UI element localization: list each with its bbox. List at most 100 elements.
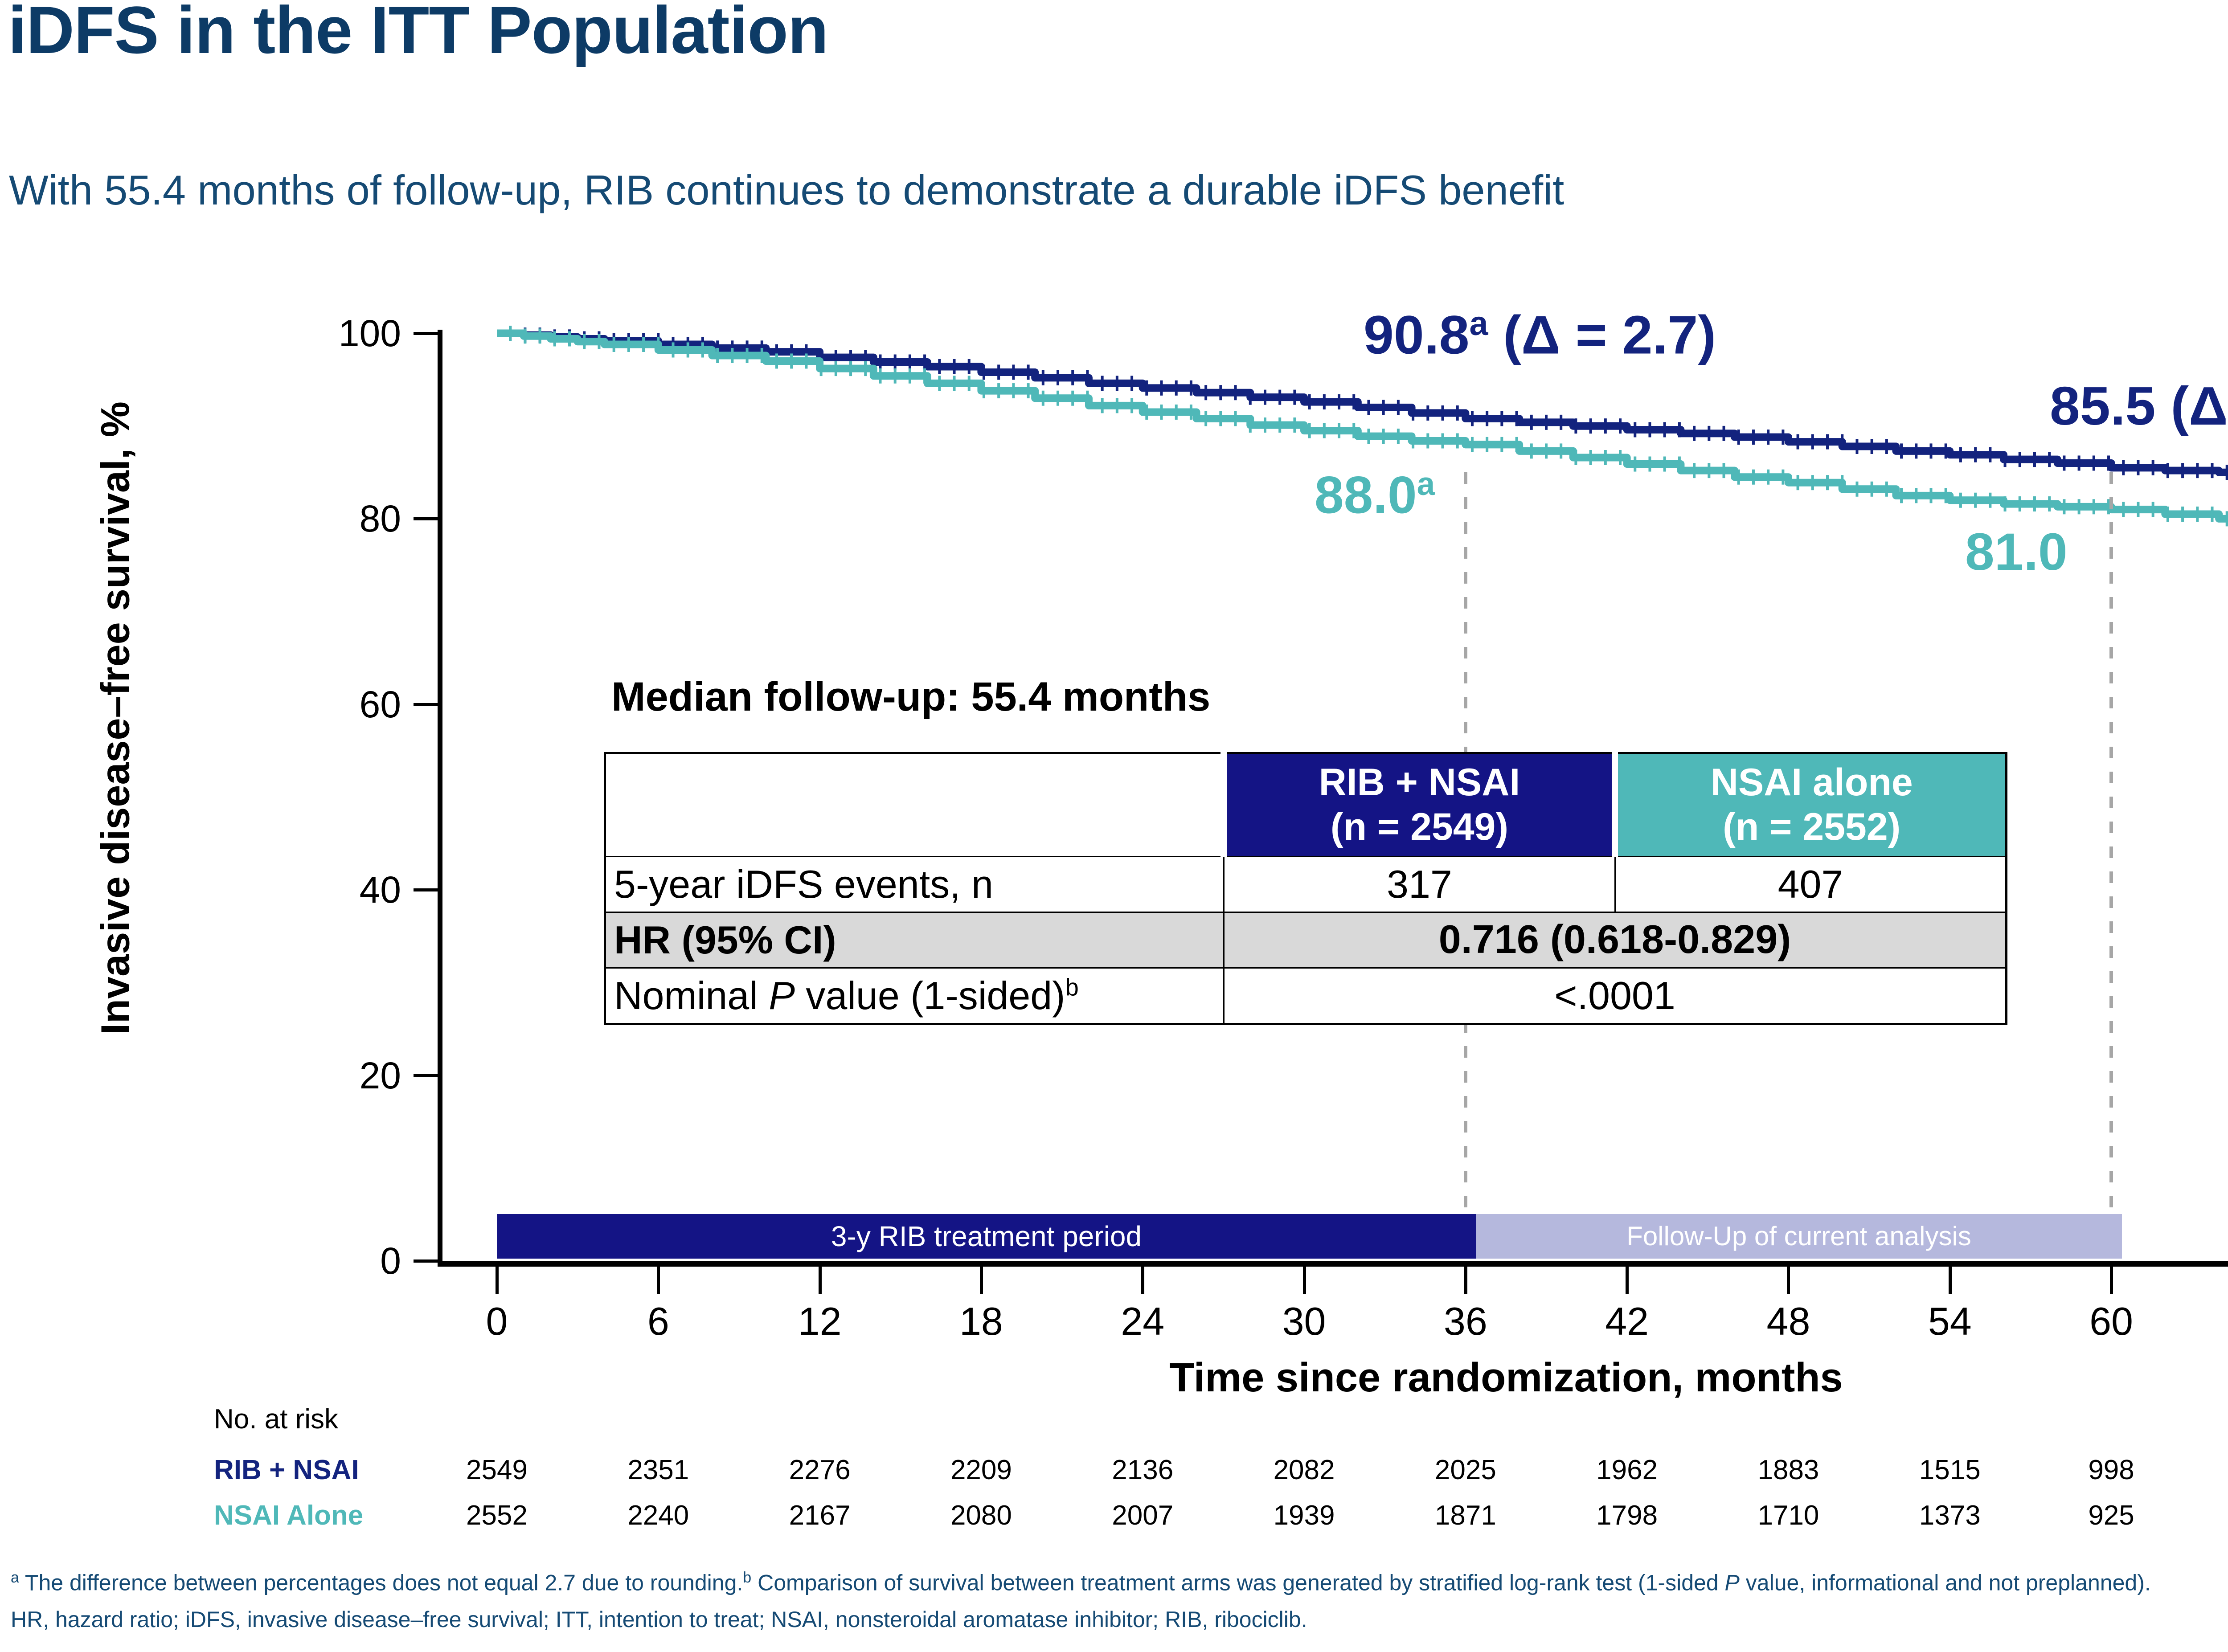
cell-events-rib: 317 — [1223, 855, 1616, 913]
y-tick-label-40: 40 — [359, 869, 401, 911]
header-cell-rib: RIB + NSAI (n = 2549) — [1220, 753, 1618, 857]
header-blank-cell — [605, 753, 1225, 857]
y-tick-60 — [414, 703, 438, 706]
risk-value-rib-0: 2549 — [466, 1455, 528, 1485]
y-tick-80 — [414, 517, 438, 521]
header-rib-line1: RIB + NSAI — [1319, 761, 1520, 804]
x-tick-label-42: 42 — [1605, 1299, 1649, 1343]
y-tick-label-0: 0 — [380, 1240, 401, 1282]
annotation-rib-60mo-value: 85.5 — [2050, 376, 2156, 436]
row-label-events: 5-year iDFS events, n — [604, 855, 1225, 913]
treatment-period-bar: 3-y RIB treatment period — [497, 1214, 1476, 1259]
risk-value-nsai-12: 2167 — [789, 1500, 851, 1531]
x-tick-label-48: 48 — [1766, 1299, 1810, 1343]
x-tick-label-60: 60 — [2089, 1299, 2133, 1343]
x-tick-label-54: 54 — [1928, 1299, 1972, 1343]
risk-value-rib-42: 1962 — [1596, 1455, 1658, 1485]
risk-value-nsai-36: 1871 — [1434, 1500, 1496, 1531]
risk-value-nsai-0: 2552 — [466, 1500, 528, 1531]
risk-value-nsai-18: 2080 — [950, 1500, 1012, 1531]
annotation-rib-36mo-value: 90.8 — [1364, 304, 1470, 365]
table-row: Nominal P value (1-sided)b <.0001 — [604, 967, 2007, 1025]
x-tick-54 — [1948, 1267, 1952, 1294]
header-nsai-line2: (n = 2552) — [1723, 805, 1901, 848]
x-axis-label: Time since randomization, months — [1169, 1355, 1843, 1400]
x-tick-48 — [1787, 1267, 1790, 1294]
y-axis-line — [438, 330, 442, 1265]
risk-value-nsai-24: 2007 — [1112, 1500, 1174, 1531]
footnote-b-marker: b — [743, 1569, 752, 1586]
followup-period-bar: Follow-Up of current analysis — [1476, 1214, 2122, 1259]
header-nsai-line1: NSAI alone — [1710, 761, 1913, 804]
x-tick-label-30: 30 — [1282, 1299, 1326, 1343]
x-tick-6 — [657, 1267, 660, 1294]
footnote-b-text-post: value, informational and not preplanned)… — [1739, 1570, 2151, 1595]
x-tick-24 — [1141, 1267, 1145, 1294]
footnote-b-italic-p: P — [1724, 1570, 1740, 1595]
risk-value-nsai-66: 235 — [2206, 1500, 2228, 1531]
page-title: iDFS in the ITT Population — [8, 0, 829, 67]
y-tick-20 — [414, 1074, 438, 1077]
risk-value-rib-18: 2209 — [950, 1455, 1012, 1485]
risk-value-nsai-48: 1710 — [1757, 1500, 1819, 1531]
row-label-pvalue: Nominal P value (1-sided)b — [604, 967, 1225, 1025]
x-tick-60 — [2110, 1267, 2113, 1294]
risk-value-rib-12: 2276 — [789, 1455, 851, 1485]
annotation-nsai-36mo-superscript: a — [1417, 466, 1435, 502]
footnote-b-text-pre: Comparison of survival between treatment… — [751, 1570, 1725, 1595]
curve-rib-nsai — [497, 329, 2228, 476]
x-tick-42 — [1626, 1267, 1629, 1294]
annotation-nsai-60mo: 81.0 — [1965, 523, 2068, 581]
annotation-nsai-36mo-value: 88.0 — [1315, 466, 1417, 525]
reference-line-60mo — [2109, 472, 2113, 1261]
risk-value-nsai-54: 1373 — [1919, 1500, 1981, 1531]
y-tick-label-60: 60 — [359, 683, 401, 725]
risk-value-rib-48: 1883 — [1757, 1455, 1819, 1485]
risk-value-rib-6: 2351 — [627, 1455, 689, 1485]
y-tick-40 — [414, 888, 438, 892]
table-row: HR (95% CI) 0.716 (0.618-0.829) — [604, 911, 2007, 969]
x-tick-label-18: 18 — [959, 1299, 1003, 1343]
cell-pvalue: <.0001 — [1223, 967, 2007, 1025]
x-tick-0 — [496, 1267, 499, 1294]
risk-value-nsai-6: 2240 — [627, 1500, 689, 1531]
footnote-line-1: a The difference between percentages doe… — [11, 1569, 2151, 1596]
y-tick-0 — [414, 1259, 438, 1263]
x-tick-12 — [818, 1267, 822, 1294]
risk-value-nsai-30: 1939 — [1273, 1500, 1335, 1531]
y-tick-100 — [414, 332, 438, 335]
x-tick-label-24: 24 — [1121, 1299, 1165, 1343]
pvalue-label-pre: Nominal — [614, 973, 769, 1018]
annotation-rib-60mo-delta: (Δ = 4.5) — [2171, 376, 2228, 436]
pvalue-label-post: value (1-sided) — [795, 973, 1065, 1018]
pvalue-label-superscript: b — [1065, 973, 1079, 1001]
x-tick-label-66: 66 — [2206, 1299, 2228, 1344]
risk-table-title: No. at risk — [214, 1404, 339, 1435]
footnote-a-marker: a — [11, 1569, 19, 1586]
x-tick-label-0: 0 — [486, 1299, 508, 1343]
risk-value-rib-66: 273 — [2206, 1454, 2228, 1486]
table-row: 5-year iDFS events, n 317 407 — [604, 855, 2007, 913]
x-tick-18 — [979, 1267, 983, 1294]
annotation-nsai-36mo: 88.0a — [1315, 466, 1435, 525]
annotation-rib-36mo-superscript: a — [1469, 305, 1488, 343]
risk-value-rib-24: 2136 — [1112, 1455, 1174, 1485]
summary-statistics-table: RIB + NSAI (n = 2549) NSAI alone (n = 25… — [604, 752, 2007, 1025]
risk-value-rib-60: 998 — [2088, 1455, 2134, 1485]
risk-value-rib-54: 1515 — [1919, 1455, 1981, 1485]
row-label-hr: HR (95% CI) — [604, 911, 1225, 969]
annotation-rib-36mo: 90.8a (Δ = 2.7) — [1364, 307, 1716, 362]
risk-value-nsai-42: 1798 — [1596, 1500, 1658, 1531]
page-subtitle: With 55.4 months of follow-up, RIB conti… — [9, 167, 1565, 213]
x-tick-36 — [1464, 1267, 1467, 1294]
annotation-rib-36mo-delta: (Δ = 2.7) — [1488, 304, 1716, 365]
table-header-row: RIB + NSAI (n = 2549) NSAI alone (n = 25… — [605, 753, 2007, 857]
footnote-line-2: HR, hazard ratio; iDFS, invasive disease… — [11, 1607, 1307, 1632]
x-tick-label-12: 12 — [798, 1299, 842, 1343]
risk-row-label-rib: RIB + NSAI — [214, 1455, 359, 1485]
cell-hr-value: 0.716 (0.618-0.829) — [1223, 911, 2007, 969]
x-axis-line — [438, 1261, 2228, 1267]
risk-row-label-nsai: NSAI Alone — [214, 1500, 364, 1531]
cell-events-nsai: 407 — [1614, 855, 2007, 913]
